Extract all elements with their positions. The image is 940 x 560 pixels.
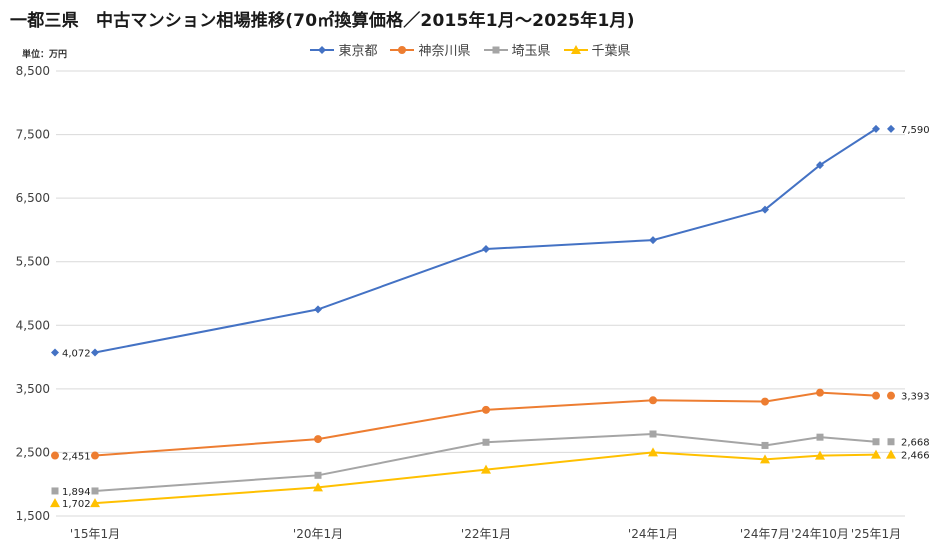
y-tick-label: 3,500: [16, 382, 50, 396]
legend-item: 埼玉県: [483, 40, 551, 59]
x-tick-label: '20年1月: [293, 527, 343, 541]
series-3-point: [816, 433, 824, 441]
series-1-start-marker: [51, 348, 59, 357]
series-4-start-marker: [50, 498, 60, 508]
x-tick-label: '24年10月: [791, 527, 849, 541]
y-tick-label: 2,500: [16, 445, 50, 459]
x-tick-label: '22年1月: [461, 527, 511, 541]
legend-symbol: [492, 46, 499, 53]
legend-label: 埼玉県: [511, 44, 551, 59]
series-3-point: [649, 430, 657, 438]
series-4-point: [871, 449, 881, 459]
y-tick-label: 8,500: [16, 64, 50, 78]
series-3-point: [761, 441, 769, 449]
series-1-point: [649, 236, 657, 245]
series-2-end-label: 3,393: [901, 392, 930, 403]
series-1-point: [314, 305, 322, 314]
series-2-point: [482, 405, 490, 414]
series-3-point: [314, 471, 322, 479]
series-1-point: [872, 124, 880, 133]
series-2-point: [816, 388, 824, 397]
legend-label: 千葉県: [591, 44, 631, 59]
x-tick-label: '24年1月: [628, 527, 678, 541]
legend-marker: [310, 45, 335, 54]
series-2-point: [649, 396, 657, 405]
y-tick-label: 4,500: [16, 318, 50, 332]
y-tick-label: 5,500: [16, 255, 50, 269]
series-4-point: [815, 450, 825, 460]
series-1-point: [91, 348, 99, 357]
series-2-end-marker: [887, 391, 895, 400]
series-3-point: [872, 438, 880, 446]
series-4-end-marker: [886, 449, 896, 459]
series-3-point: [91, 487, 99, 495]
legend-symbol: [318, 45, 327, 54]
series-3-point: [482, 438, 490, 446]
series-2-start-label: 2,451: [62, 452, 91, 463]
legend-marker: [563, 44, 588, 54]
y-tick-label: 6,500: [16, 191, 50, 205]
series-4-point: [90, 498, 100, 508]
series-3-start-marker: [51, 487, 59, 495]
legend-symbol: [570, 44, 581, 54]
legend-label: 神奈川県: [418, 44, 471, 59]
series-2-start-marker: [51, 451, 59, 460]
series-2-line: [94, 391, 877, 457]
series-2-point: [761, 397, 769, 406]
series-4-point: [313, 482, 323, 492]
series-1-point: [761, 205, 769, 214]
y-tick-label: 1,500: [16, 509, 50, 523]
legend-symbol: [398, 45, 407, 54]
series-4-line: [94, 451, 877, 505]
series-3-start-label: 1,894: [62, 487, 91, 498]
series-3-end-marker: [887, 438, 895, 446]
series-1-end-label: 7,590: [901, 125, 930, 136]
series-2-point: [91, 451, 99, 460]
x-tick-label: '25年1月: [851, 527, 901, 541]
legend-item: 東京都: [309, 40, 377, 59]
x-tick-label: '24年7月: [740, 527, 790, 541]
legend-label: 東京都: [338, 44, 378, 59]
legend: 東京都 神奈川県 埼玉県 千葉県: [0, 40, 940, 59]
series-3-end-label: 2,668: [901, 438, 930, 449]
legend-marker: [483, 46, 508, 53]
series-4-point: [648, 447, 658, 457]
x-tick-label: '15年1月: [70, 527, 120, 541]
series-1-end-marker: [887, 124, 895, 133]
legend-marker: [390, 45, 415, 54]
unit-label: 単位：万円: [22, 50, 68, 60]
series-4-point: [481, 464, 491, 474]
series-2-point: [872, 391, 880, 400]
series-4-point: [760, 454, 770, 464]
y-tick-label: 7,500: [16, 128, 50, 142]
series-1-line: [94, 128, 877, 354]
series-1-point: [816, 161, 824, 170]
legend-item: 神奈川県: [389, 40, 471, 59]
legend-item: 千葉県: [563, 40, 631, 59]
chart-title: 一都三県 中古マンション相場推移(70㎡換算価格／2015年1月～2025年1月…: [10, 11, 635, 31]
series-1-point: [482, 245, 490, 253]
series-4-start-label: 1,702: [62, 499, 91, 510]
series-2-point: [314, 435, 322, 444]
series-4-end-label: 2,466: [901, 451, 930, 462]
series-1-start-label: 4,072: [62, 348, 91, 359]
